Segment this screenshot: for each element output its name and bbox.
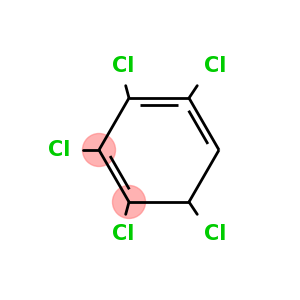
Text: Cl: Cl [112, 224, 134, 244]
Circle shape [112, 185, 146, 218]
Text: Cl: Cl [112, 56, 134, 76]
Text: Cl: Cl [48, 140, 70, 160]
Circle shape [82, 134, 116, 166]
Text: Cl: Cl [204, 56, 226, 76]
Text: Cl: Cl [204, 224, 226, 244]
